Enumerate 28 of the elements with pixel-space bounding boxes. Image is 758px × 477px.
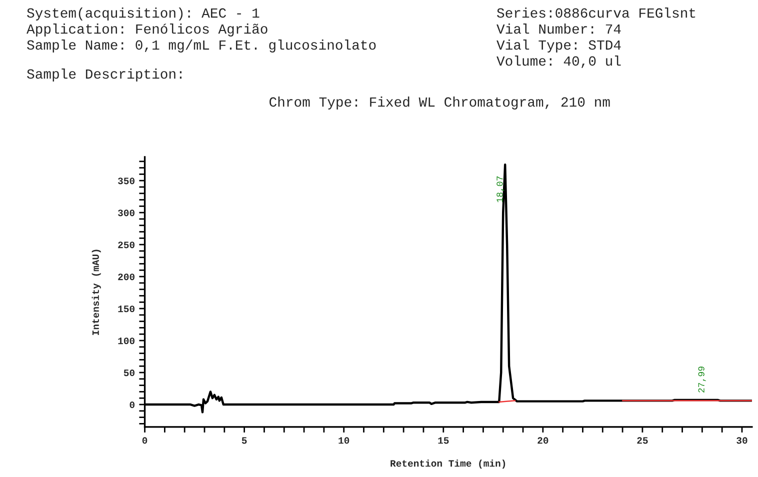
text: Sample Name: 0,1 mg/mL F.Et. glucosinolato (27, 40, 376, 52)
x-tick-label: 5 (242, 437, 247, 444)
x-tick-label: 25 (637, 437, 648, 444)
y-tick-label: 0 (130, 402, 134, 408)
x-tick-label: 15 (438, 437, 449, 444)
text: Vial Number: 74 (496, 24, 621, 34)
text: Series:0886curva FEGlsnt (497, 8, 696, 18)
text: Application: Fenólicos Agrião (26, 24, 268, 36)
y-tick-label: 350 (118, 178, 134, 184)
text: Volume: 40,0 ul (496, 56, 621, 68)
annotation: 18,07 (496, 176, 504, 202)
text: Vial Type: STD4 (496, 40, 621, 52)
y-tick-label: 50 (124, 370, 134, 376)
chart-title: Chrom Type: Fixed WL Chromatogram, 210 nm (270, 96, 610, 110)
x-tick-label: 30 (736, 437, 748, 444)
x-tick-label: 10 (338, 437, 350, 444)
x-axis-title: Retention Time (min) (390, 460, 506, 469)
text: Sample Description: (27, 68, 182, 82)
y-tick-label: 200 (118, 274, 134, 280)
annotation: 27,99 (698, 366, 706, 392)
y-tick-label: 250 (118, 242, 134, 248)
y-tick-label: 150 (118, 306, 134, 312)
y-axis-title: Intensity (mAU) (92, 250, 101, 335)
y-tick-label: 300 (118, 210, 134, 216)
x-tick-label: 20 (538, 437, 548, 444)
text: System(acquisition): AEC - 1 (27, 8, 260, 20)
x-tick-label: 0 (142, 437, 148, 444)
y-tick-label: 100 (118, 338, 134, 344)
